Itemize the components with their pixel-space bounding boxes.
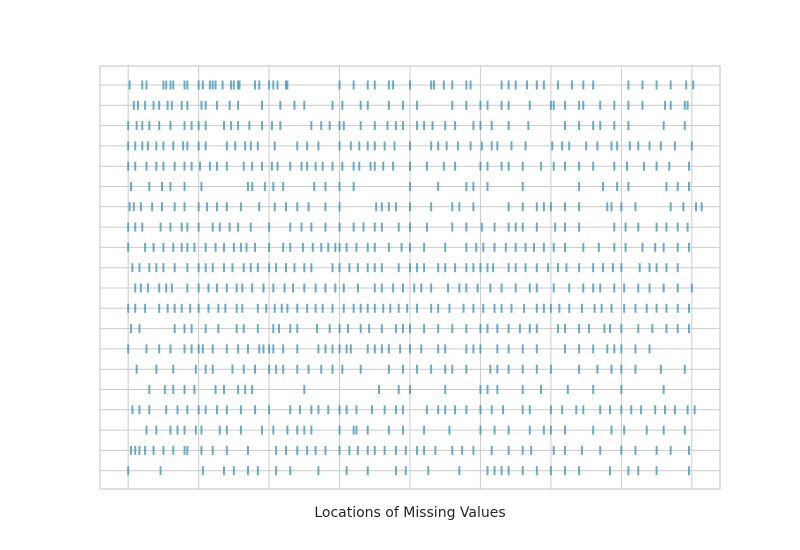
event-row (148, 385, 665, 394)
event-row (130, 324, 690, 334)
event-row (128, 80, 695, 90)
event-row (127, 161, 690, 171)
x-axis-label: Locations of Missing Values (314, 505, 505, 521)
event-row (135, 364, 686, 374)
event-row (127, 466, 690, 476)
event-row (127, 141, 693, 151)
event-marks (127, 80, 703, 476)
event-row (130, 182, 690, 191)
event-row (127, 121, 686, 131)
event-row (127, 242, 690, 252)
event-row (127, 222, 689, 232)
event-row (127, 344, 651, 354)
event-row (145, 425, 686, 435)
event-row (127, 303, 690, 313)
event-row (134, 283, 693, 293)
event-row (130, 445, 690, 455)
plot-frame (99, 65, 721, 490)
event-row (131, 263, 679, 273)
event-row (132, 100, 689, 110)
event-row (131, 405, 696, 415)
event-row (128, 202, 703, 212)
